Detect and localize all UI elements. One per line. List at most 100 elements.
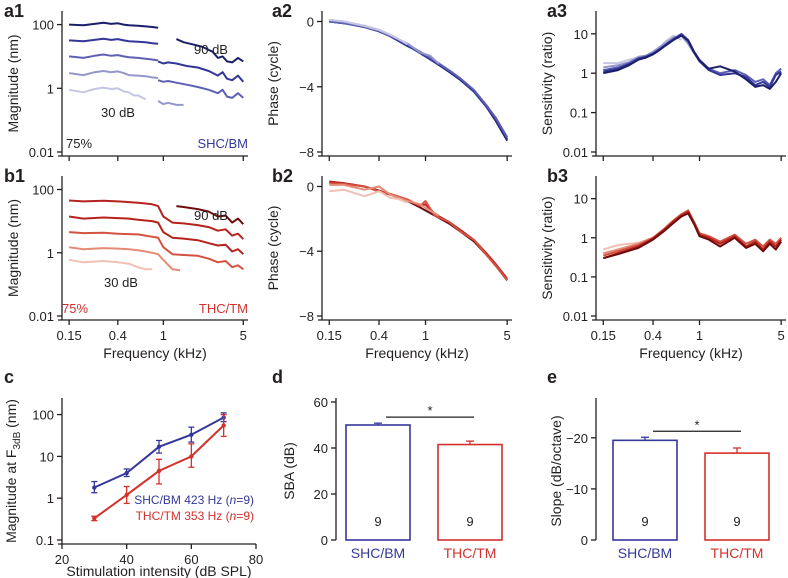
series-group-c [91,412,227,494]
axes-c [57,398,257,549]
panel-letter-a1: a1 [4,1,24,21]
y-axis-label-a3: Sensitivity (ratio) [539,32,555,135]
y-tick-label-e: 0 [581,533,588,548]
panel-c: 0.1 1 10 100 20 40 60 80 c Stimulation intensity … [3,367,263,578]
series-line-b2 [329,180,508,280]
panel-letter-a3: a3 [547,1,567,21]
panel-a1: 0.01 1 100 a1 Magnitude (nm) 90 dB 30 dB 75% SHC… [4,1,248,161]
panel-letter-d: d [272,367,283,387]
series-line-a2 [329,20,509,140]
data-point-c [124,470,129,476]
bar-n-label-e: 9 [733,514,740,529]
axes-a2 [317,11,512,161]
annotation-90db: 90 dB [194,208,228,223]
data-point-c [189,454,194,459]
data-point-c [124,492,129,498]
legend-n: n [230,493,237,507]
series-group-a1 [68,21,245,106]
series-line-a2 [329,18,440,65]
series-line-a1 [69,37,159,45]
bar-n-label-e: 9 [641,514,648,529]
y-axis-label-a2: Phase (cycle) [265,41,281,126]
x-axis-label-b3: Frequency (kHz) [639,345,742,361]
legend-paren-close: ) [250,493,254,507]
y-tick-label-a1: 1 [47,81,54,96]
series-line-a1 [68,86,147,101]
significance-star-e: * [694,417,699,432]
x-tick-label-c: 40 [119,552,133,567]
series-line-b2 [329,183,440,217]
x-tick-label-c: 60 [184,552,198,567]
legend-paren-open: ( [222,509,229,523]
series-group-a3 [603,32,783,90]
series-line-a1 [68,53,159,62]
y-axis-label-b3: Sensitivity (ratio) [539,196,555,299]
y-label-sub: 3dB [12,431,23,449]
axes-d [331,398,337,541]
series-line-b3 [603,212,783,260]
series-line-b2 [329,188,408,204]
y-tick-label-d: 40 [314,441,328,456]
data-point-c [189,432,194,437]
series-line-a2 [329,20,509,142]
data-point-c [92,485,97,490]
y-tick-label-b3: 1 [581,231,588,246]
y-axis-label-c: Magnitude at F3dB (nm) [3,399,23,543]
annotation-group-thc: THC/TM [199,301,248,316]
x-tick-label-b1: 0.4 [109,328,127,343]
y-label-unit: (nm) [3,399,19,432]
x-tick-label-b2: 5 [504,328,511,343]
x-tick-label-b1: 1 [160,328,167,343]
series-group-b1 [68,199,245,272]
y-tick-label-a2: 0 [307,15,314,30]
panel-letter-e: e [547,367,557,387]
legend-paren-close: ) [250,509,254,523]
y-tick-label-d: 0 [321,533,328,548]
x-tick-label-b1: 5 [240,328,247,343]
panel-e: 0 −10 −20 e Slope (dB/octave) 9 SHC/BM 9 THC/TM * [547,367,770,561]
series-line-b1 [69,199,245,240]
x-tick-label-b3: 5 [778,328,785,343]
y-tick-label-b1: 0.01 [29,309,54,324]
data-point-c [156,468,162,474]
y-tick-label-b3: 10 [574,192,588,207]
annotation-group-shc: SHC/BM [197,136,248,151]
category-label-d: THC/TM [444,545,497,561]
data-point-c [156,444,162,449]
y-tick-label-c: 100 [32,408,54,423]
y-tick-label-c: 10 [40,449,54,464]
legend-nval: =9 [236,493,250,507]
annotation-75pct: 75% [66,136,92,151]
series-line-b3 [603,211,701,255]
y-tick-label-e: −10 [566,482,588,497]
axes-b3 [591,176,786,325]
y-tick-label-d: 20 [314,487,328,502]
series-group-b2 [329,180,508,282]
panel-b2: 0 −4 −80.15 0.4 1 5 b2 Phase (cycle) Frequency (… [265,166,512,361]
series-line-b1 [69,231,244,271]
y-axis-label-b2: Phase (cycle) [265,206,281,291]
annotation-30db: 30 dB [104,275,138,290]
x-tick-label-b2: 0.15 [317,328,342,343]
panel-letter-a2: a2 [272,1,292,21]
axes-e [591,398,597,541]
panel-a3: 0.01 0.1 1 10 a3 Sensitivity (ratio) [539,1,786,161]
series-line-a1 [157,79,244,99]
y-label-main: Magnitude at F [3,450,19,543]
panel-b3: 0.01 0.1 1 10 0.15 0.4 1 5 b3 Sensitivity (ratio)… [539,166,786,361]
legend-label: SHC/BM 423 Hz [134,493,222,507]
annotation-75pct: 75% [62,301,88,316]
x-tick-label-c: 20 [55,552,69,567]
panel-letter-b1: b1 [4,166,25,186]
y-axis-label-b1: Magnitude (nm) [5,199,21,297]
series-line-a1 [69,21,159,29]
series-line-a1 [68,70,159,79]
y-tick-label-a1: 100 [32,18,54,33]
series-line-b1 [176,205,245,225]
annotation-90db: 90 dB [194,42,228,57]
y-tick-label-c: 0.1 [36,533,54,548]
y-tick-label-e: −20 [566,431,588,446]
data-point-c [92,516,97,521]
y-tick-label-c: 1 [47,491,54,506]
